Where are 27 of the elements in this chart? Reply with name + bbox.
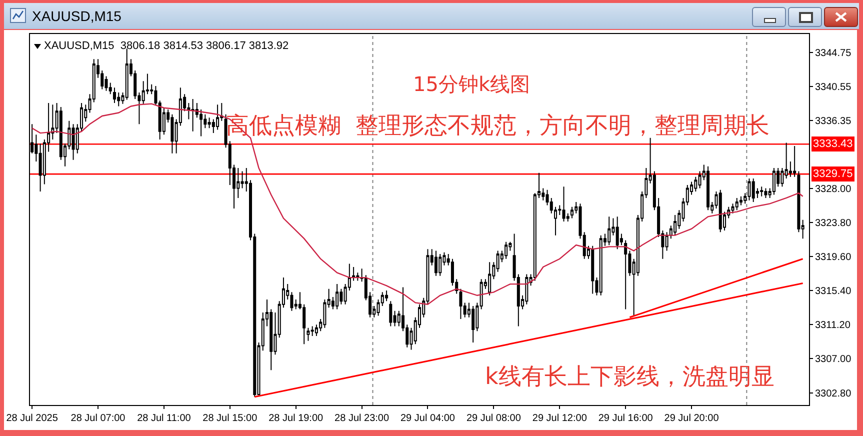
x-tick-label: 29 Jul 04:00 bbox=[400, 413, 456, 424]
y-tick-label: 3302.80 bbox=[815, 388, 852, 400]
y-tick-label: 3328.00 bbox=[815, 184, 852, 195]
x-tick-label: 28 Jul 07:00 bbox=[70, 413, 126, 424]
annotation: 15分钟k线图 bbox=[413, 72, 530, 96]
x-tick-label: 28 Jul 2025 bbox=[6, 413, 58, 424]
ref-line-label: 3333.43 bbox=[813, 138, 853, 150]
x-tick-label: 28 Jul 19:00 bbox=[268, 413, 324, 424]
y-tick-label: 3319.60 bbox=[815, 252, 852, 263]
y-tick-label: 3340.55 bbox=[815, 82, 852, 93]
ref-line-label: 3329.75 bbox=[813, 168, 853, 180]
y-tick-label: 3311.20 bbox=[815, 320, 851, 332]
x-tick-label: 29 Jul 20:00 bbox=[664, 413, 720, 424]
y-tick-label: 3344.75 bbox=[815, 48, 852, 59]
annotation: k线有长上下影线，洗盘明显 bbox=[485, 364, 774, 390]
y-tick-label: 3323.80 bbox=[815, 218, 852, 229]
y-tick-label: 3315.40 bbox=[815, 286, 852, 298]
x-tick-label: 28 Jul 15:00 bbox=[202, 413, 258, 424]
x-tick-label: 29 Jul 16:00 bbox=[598, 413, 654, 424]
x-tick-label: 29 Jul 12:00 bbox=[532, 413, 588, 424]
x-tick-label: 28 Jul 11:00 bbox=[137, 413, 192, 424]
x-tick-label: 29 Jul 08:00 bbox=[466, 413, 522, 424]
y-tick-label: 3307.00 bbox=[815, 354, 852, 366]
text: XAUUSD,M15 3806.18 3814.53 3806.17 3813.92 bbox=[44, 40, 289, 52]
y-tick-label: 3336.35 bbox=[815, 116, 852, 127]
chart-title: XAUUSD,M15 bbox=[32, 8, 122, 24]
x-tick-label: 28 Jul 23:00 bbox=[334, 413, 390, 424]
